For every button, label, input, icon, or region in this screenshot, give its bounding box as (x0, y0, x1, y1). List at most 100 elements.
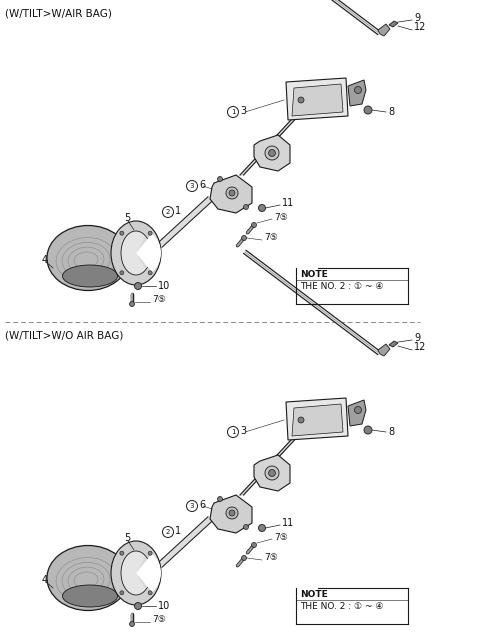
Polygon shape (254, 455, 290, 491)
Text: 1: 1 (231, 109, 235, 115)
Polygon shape (210, 495, 252, 533)
Text: 8: 8 (388, 427, 394, 437)
Text: 12: 12 (414, 342, 426, 352)
Ellipse shape (47, 545, 129, 610)
Circle shape (217, 176, 223, 181)
Polygon shape (240, 120, 295, 175)
Text: 1: 1 (175, 526, 181, 536)
Circle shape (265, 466, 279, 480)
Circle shape (148, 591, 152, 595)
Circle shape (243, 525, 249, 529)
Circle shape (130, 622, 134, 626)
Circle shape (364, 106, 372, 114)
Polygon shape (348, 400, 366, 426)
Text: THE NO. 2 : ① ~ ④: THE NO. 2 : ① ~ ④ (300, 282, 384, 291)
Text: 12: 12 (414, 22, 426, 32)
Circle shape (120, 591, 124, 595)
Circle shape (120, 231, 124, 235)
Text: 10: 10 (158, 281, 170, 291)
Text: 11: 11 (282, 198, 294, 208)
Circle shape (252, 222, 256, 228)
Circle shape (226, 187, 238, 199)
Text: NOTE: NOTE (300, 270, 328, 279)
Circle shape (364, 426, 372, 434)
Text: 5: 5 (124, 533, 130, 543)
Circle shape (259, 525, 265, 532)
Text: 3: 3 (190, 183, 194, 189)
Ellipse shape (111, 221, 161, 285)
Ellipse shape (121, 551, 151, 595)
Text: 4: 4 (42, 255, 48, 265)
Text: THE NO. 2 : ① ~ ④: THE NO. 2 : ① ~ ④ (300, 602, 384, 611)
Text: 7⑤: 7⑤ (274, 212, 288, 221)
Polygon shape (286, 398, 348, 440)
Polygon shape (254, 135, 290, 171)
Ellipse shape (111, 541, 161, 605)
Text: 3: 3 (240, 426, 246, 436)
Text: 2: 2 (166, 529, 170, 535)
Polygon shape (210, 175, 252, 213)
Text: 7⑤: 7⑤ (152, 296, 166, 305)
Text: 6: 6 (199, 180, 205, 190)
Polygon shape (244, 250, 380, 354)
Polygon shape (378, 24, 390, 36)
Wedge shape (136, 557, 154, 588)
Polygon shape (240, 440, 295, 495)
Wedge shape (136, 554, 161, 592)
Text: 7⑤: 7⑤ (152, 615, 166, 624)
Polygon shape (348, 80, 366, 106)
Text: 2: 2 (166, 209, 170, 215)
Ellipse shape (121, 231, 151, 275)
Circle shape (298, 97, 304, 103)
Text: (W/TILT>W/O AIR BAG): (W/TILT>W/O AIR BAG) (5, 330, 123, 340)
Circle shape (120, 551, 124, 555)
Text: 11: 11 (282, 518, 294, 528)
Text: 7⑤: 7⑤ (264, 233, 278, 242)
Circle shape (148, 231, 152, 235)
Text: 1: 1 (175, 206, 181, 216)
Text: 7⑤: 7⑤ (274, 532, 288, 541)
Circle shape (229, 510, 235, 516)
Polygon shape (292, 84, 343, 116)
Circle shape (241, 235, 247, 240)
Text: 5: 5 (124, 213, 130, 223)
Text: 10: 10 (158, 601, 170, 611)
Circle shape (268, 150, 276, 156)
Circle shape (130, 302, 134, 307)
Wedge shape (136, 234, 161, 272)
Text: NOTE: NOTE (300, 590, 328, 599)
Ellipse shape (62, 265, 118, 287)
Text: 1: 1 (231, 429, 235, 435)
Ellipse shape (62, 585, 118, 607)
Circle shape (134, 602, 142, 610)
Circle shape (355, 87, 361, 93)
Text: 7⑤: 7⑤ (264, 554, 278, 563)
Polygon shape (389, 21, 398, 27)
Polygon shape (244, 0, 380, 35)
Circle shape (217, 496, 223, 502)
Polygon shape (389, 341, 398, 347)
Circle shape (229, 190, 235, 196)
Text: 9: 9 (414, 333, 420, 343)
Polygon shape (158, 197, 212, 247)
Text: 8: 8 (388, 107, 394, 117)
Circle shape (252, 543, 256, 547)
Text: 4: 4 (42, 575, 48, 585)
Text: 3: 3 (240, 106, 246, 116)
Circle shape (355, 406, 361, 413)
Circle shape (265, 146, 279, 160)
Circle shape (259, 204, 265, 212)
Text: (W/TILT>W/AIR BAG): (W/TILT>W/AIR BAG) (5, 8, 112, 18)
Circle shape (243, 204, 249, 210)
Circle shape (148, 271, 152, 275)
Circle shape (298, 417, 304, 423)
Text: 6: 6 (199, 500, 205, 510)
Circle shape (241, 556, 247, 561)
Circle shape (268, 469, 276, 476)
Circle shape (120, 271, 124, 275)
Circle shape (226, 507, 238, 519)
Polygon shape (158, 517, 212, 567)
Text: 9: 9 (414, 13, 420, 23)
Circle shape (134, 282, 142, 289)
Polygon shape (286, 78, 348, 120)
